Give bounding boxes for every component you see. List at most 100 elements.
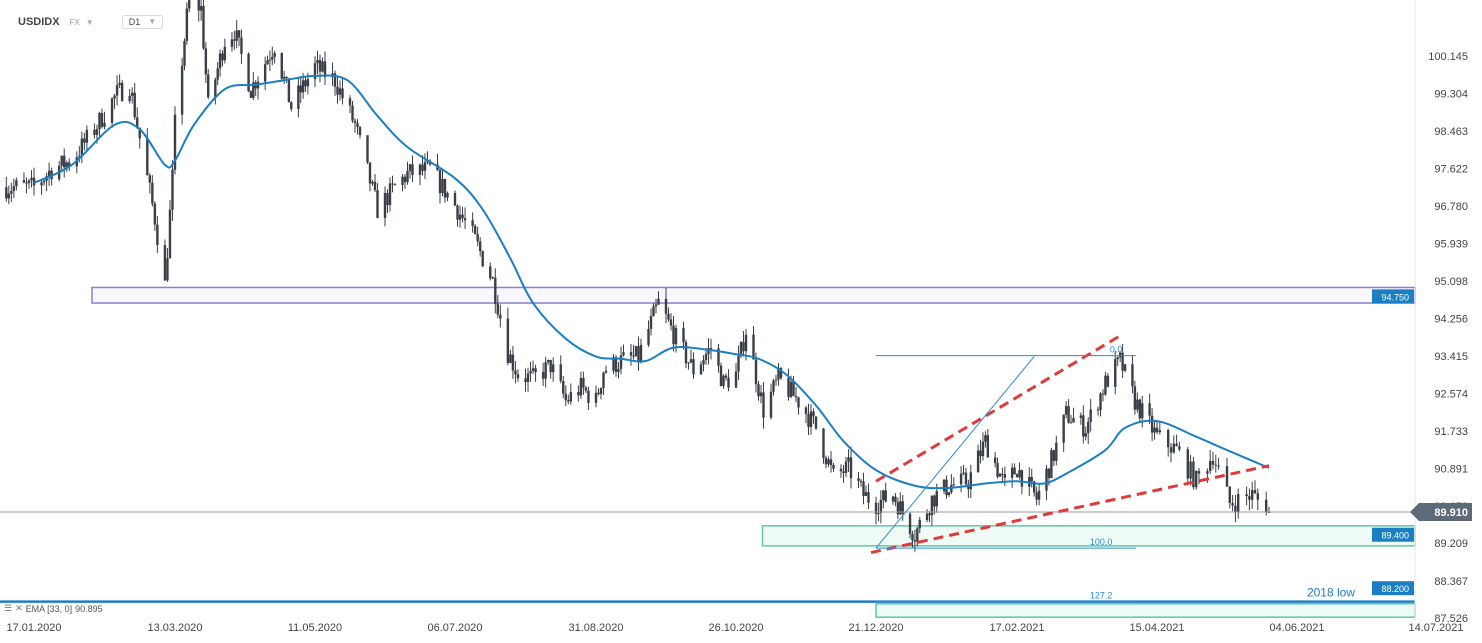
candle-body (822, 428, 825, 458)
candle (110, 97, 114, 128)
candle (15, 177, 18, 191)
candle-body (63, 155, 66, 168)
candle (358, 125, 362, 139)
candle-body (458, 214, 462, 220)
candle (287, 78, 291, 103)
candle (772, 378, 775, 396)
x-tick-label: 11.05.2020 (288, 622, 342, 634)
candle (318, 54, 322, 83)
candle (829, 451, 833, 473)
candle (879, 490, 883, 524)
indicator-list-icon[interactable]: ☰ (4, 603, 13, 613)
candle (230, 32, 234, 52)
candle (1121, 344, 1124, 379)
candle (1150, 408, 1154, 441)
x-tick-label: 26.10.2020 (708, 622, 763, 634)
candle-body (594, 392, 598, 403)
candle-body (772, 380, 775, 392)
candle-body (827, 459, 830, 465)
candle (632, 344, 635, 360)
candle-body (684, 342, 688, 364)
candle-body (1133, 386, 1137, 410)
candle-body (30, 177, 33, 181)
timeframe-label: D1 (128, 17, 141, 27)
candle (1018, 462, 1021, 480)
candle-body (687, 362, 690, 364)
candle (1099, 392, 1102, 417)
close-icon[interactable]: ✕ (15, 603, 23, 613)
candle-body (98, 112, 101, 130)
candle (867, 483, 870, 509)
candle (602, 371, 605, 396)
candle (506, 307, 510, 366)
timeframe-selector[interactable]: D1 ▼ (121, 15, 164, 29)
candle (316, 50, 319, 75)
market-dropdown-icon[interactable]: ▼ (85, 17, 94, 27)
candle (882, 489, 885, 509)
candle (1116, 356, 1119, 366)
candle-body (672, 325, 675, 345)
candle (240, 29, 243, 64)
candle-body (599, 387, 603, 395)
candle-body (757, 384, 760, 397)
candle-body (408, 164, 412, 171)
candle (930, 495, 934, 526)
candle-body (95, 129, 99, 135)
candle (891, 495, 895, 505)
level-tag-box (1372, 527, 1414, 542)
candle (391, 175, 394, 193)
candle-body (1189, 461, 1192, 479)
candle (998, 472, 1002, 477)
candle (263, 56, 267, 91)
candle-body (862, 481, 865, 496)
candle-body (494, 277, 497, 304)
candle-body (839, 468, 843, 472)
x-tick-label: 14.07.2021 (1408, 622, 1463, 634)
candle (754, 352, 758, 393)
candle (933, 494, 936, 515)
candle-body (1013, 467, 1016, 475)
candle (1153, 422, 1156, 440)
candle-body (928, 513, 931, 516)
candle-body (423, 162, 427, 171)
candle (689, 349, 693, 364)
candle-body (709, 348, 713, 350)
candle (353, 118, 357, 133)
candle-body (511, 354, 515, 371)
candle-body (93, 129, 96, 135)
candle-body (930, 495, 934, 516)
candle (351, 100, 354, 123)
candle-body (882, 490, 885, 500)
candle-body (935, 491, 938, 507)
x-tick-label: 17.01.2020 (6, 622, 61, 634)
candle-body (148, 175, 152, 183)
candle-body (171, 169, 174, 210)
candle (812, 408, 815, 424)
candle (652, 302, 655, 317)
candle (388, 177, 392, 212)
y-tick-label: 93.415 (1434, 351, 1468, 363)
candle-body (564, 393, 567, 401)
candle (453, 190, 457, 207)
candle (969, 464, 973, 499)
indicator-legend[interactable]: ☰ ✕ EMA [33, 0] 90.895 (4, 603, 103, 614)
candle (471, 212, 474, 233)
candle (491, 276, 494, 279)
candle (722, 374, 725, 389)
candle (654, 298, 658, 314)
candle (524, 368, 527, 392)
y-tick-label: 90.891 (1434, 463, 1468, 475)
candle-body (47, 170, 51, 177)
candle (438, 167, 442, 204)
candle (1001, 467, 1004, 484)
candle-body (1209, 460, 1212, 472)
candle (304, 75, 307, 92)
candle (478, 237, 482, 257)
candle-body (657, 298, 660, 305)
candle-body (456, 205, 459, 220)
candle (792, 376, 795, 397)
candle-body (546, 360, 550, 363)
candle-body (376, 190, 379, 219)
candle-body (411, 164, 414, 175)
